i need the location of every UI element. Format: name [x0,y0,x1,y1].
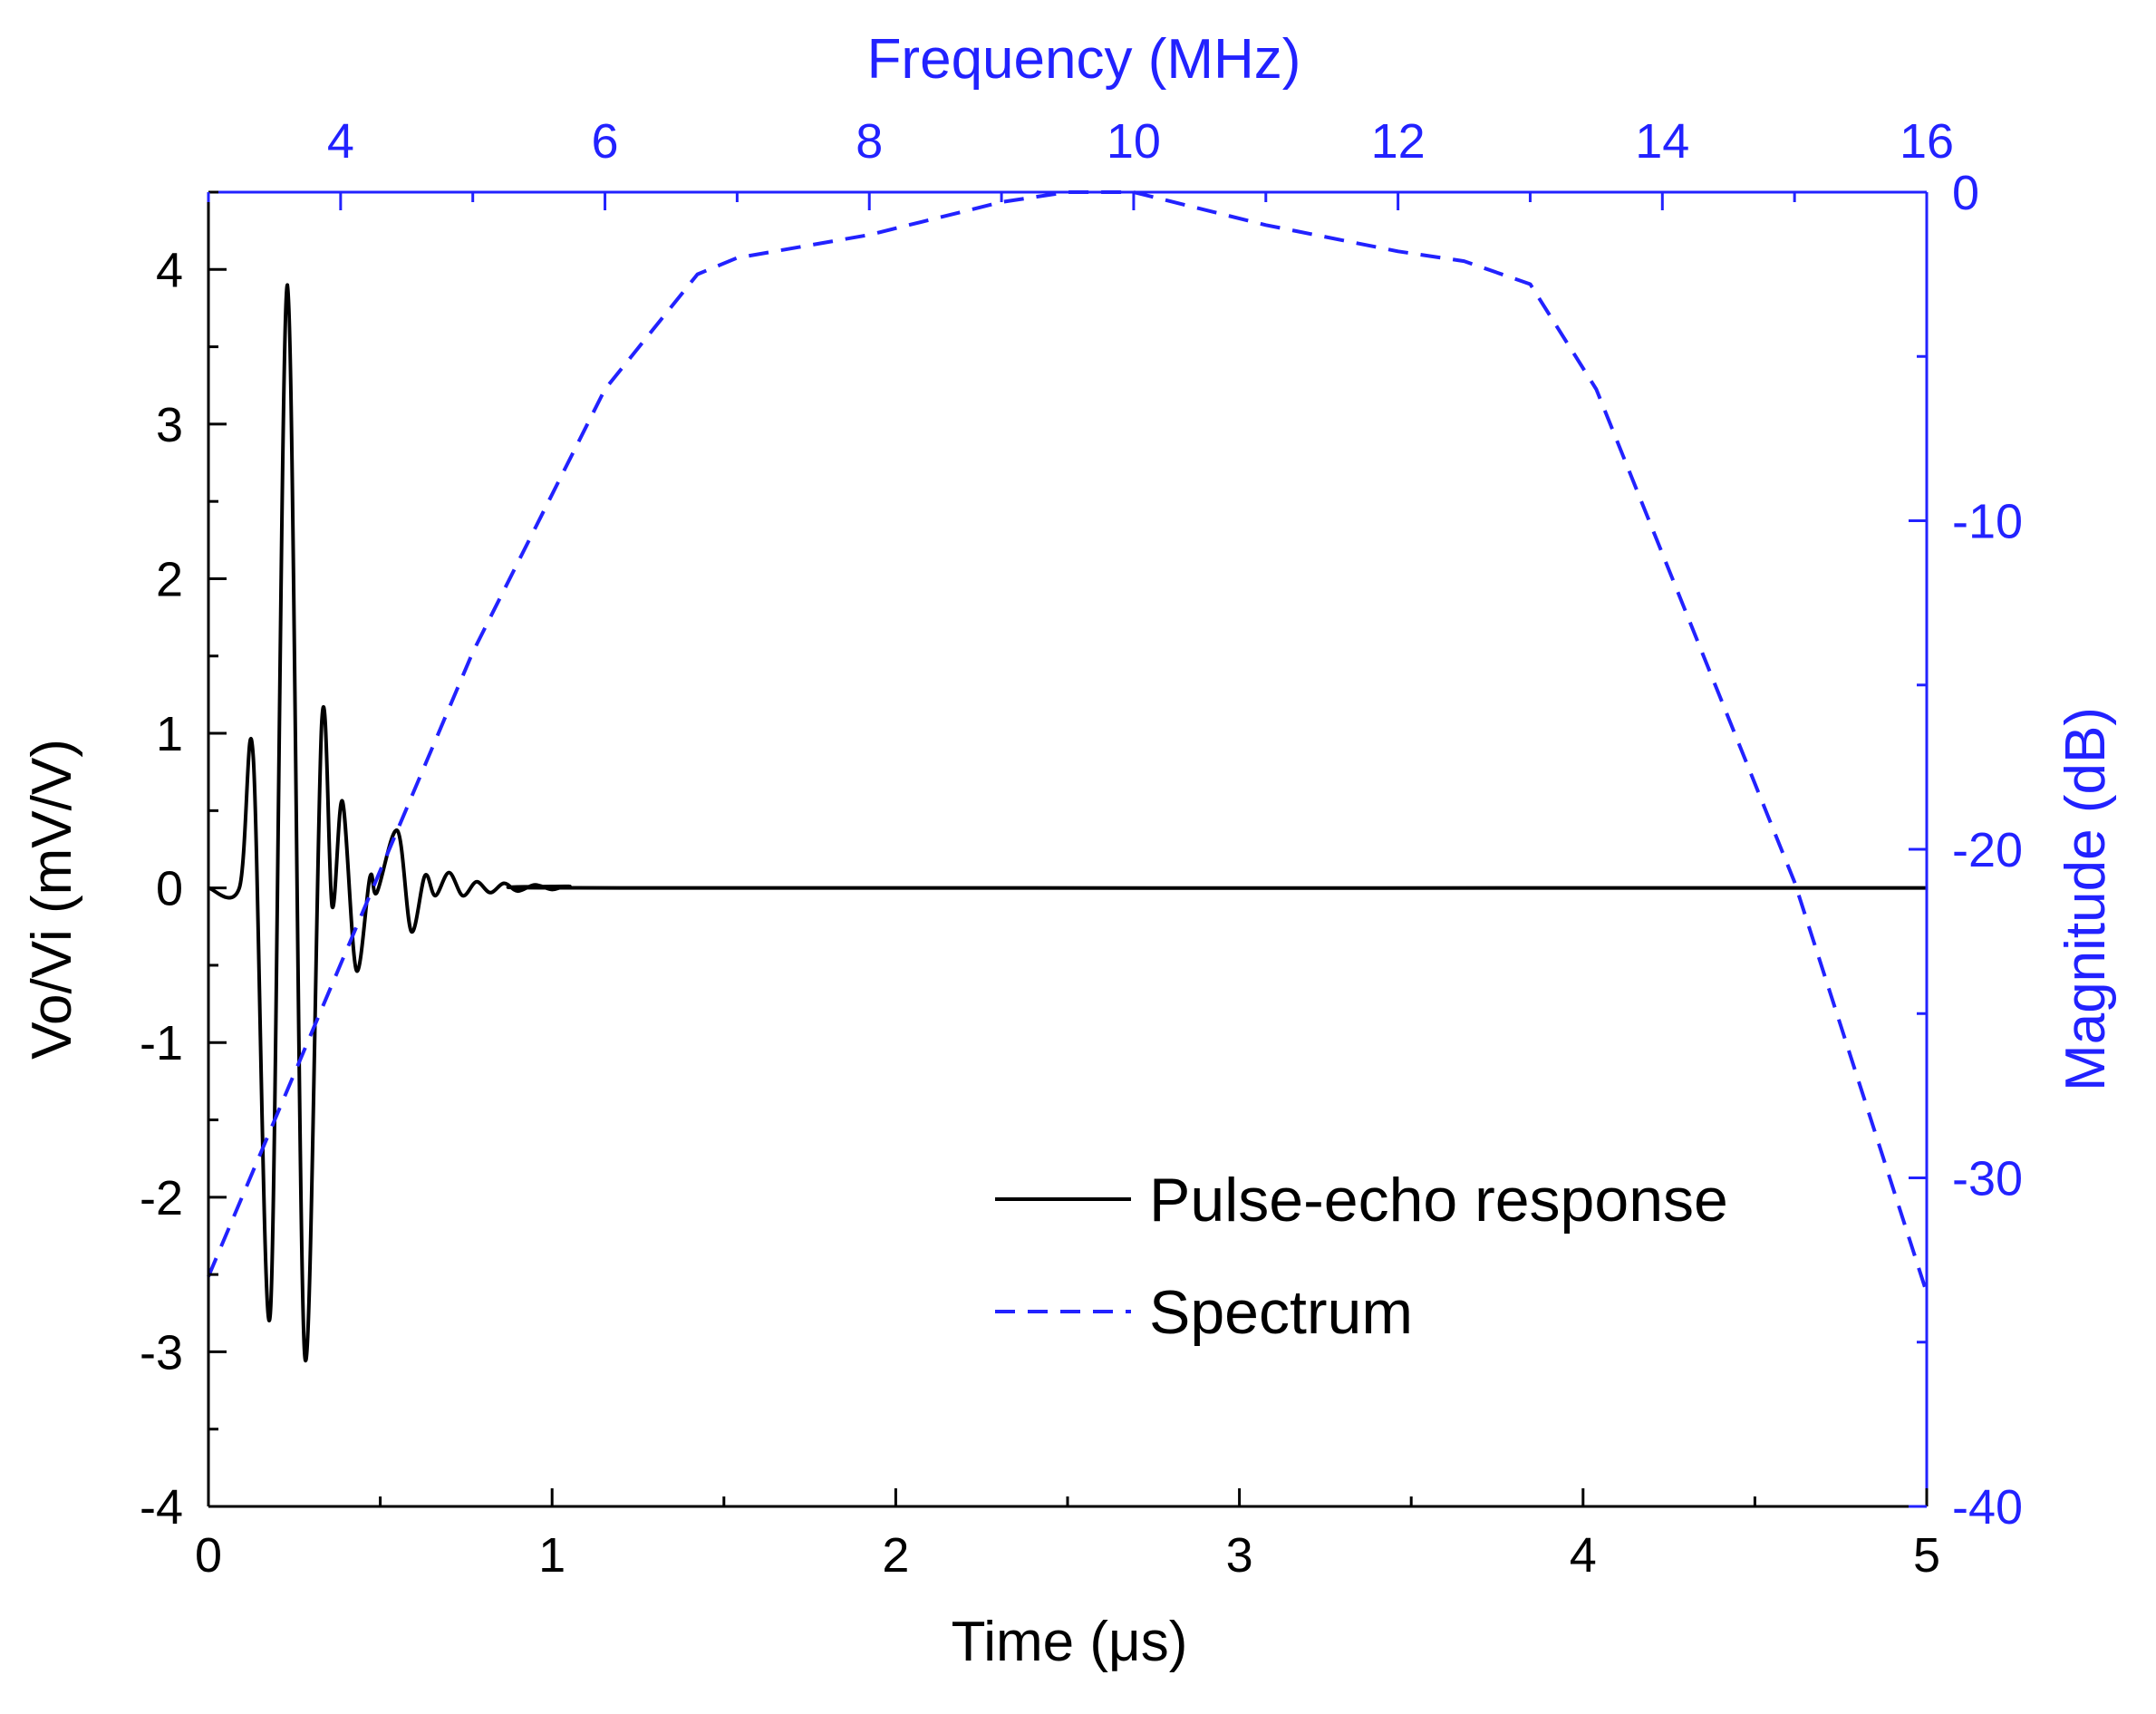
y-tick-label: -1 [140,1016,183,1070]
y-tick-label: 3 [156,398,183,452]
x2-tick-label: 4 [327,114,354,169]
y-tick-label: -3 [140,1325,183,1380]
y2-tick-label: -10 [1952,495,2023,549]
y2-tick-label: -40 [1952,1480,2023,1535]
x2-tick-label: 10 [1107,114,1161,169]
x2-tick-label: 14 [1635,114,1689,169]
y-tick-label: -2 [140,1171,183,1225]
y-tick-label: -4 [140,1480,183,1535]
series-line-spectrum [207,190,1929,1294]
y-axis-title: Vo/Vi (mV/V) [21,739,83,1060]
right-axis-title: Magnitude (dB) [2054,707,2117,1091]
y-tick-label: 2 [156,552,183,606]
legend-spectrum-label: Spectrum [1149,1278,1413,1347]
x-axis-title: Time (μs) [952,1611,1188,1673]
y2-tick-label: 0 [1952,166,1979,220]
x-tick-label: 0 [195,1528,222,1583]
x2-tick-label: 12 [1371,114,1426,169]
x-tick-label: 5 [1913,1528,1940,1583]
x-tick-label: 3 [1226,1528,1253,1583]
y2-tick-label: -30 [1952,1152,2023,1206]
y-tick-label: 0 [156,862,183,916]
y-tick-label: 4 [156,243,183,297]
x2-tick-label: 6 [592,114,619,169]
x-tick-label: 2 [882,1528,909,1583]
chart-marks [207,190,1929,1362]
x2-tick-label: 8 [856,114,883,169]
legend-pulse-label: Pulse-echo response [1149,1166,1728,1235]
y-tick-label: 1 [156,707,183,761]
x-tick-label: 1 [538,1528,566,1583]
x2-tick-label: 16 [1900,114,1954,169]
x-tick-label: 4 [1570,1528,1597,1583]
series-line-pulse-echo-response [208,283,1928,1362]
legend: Pulse-echo response Spectrum [995,1166,1728,1347]
y2-tick-label: -20 [1952,823,2023,877]
top-axis-title: Frequency (MHz) [867,28,1301,91]
